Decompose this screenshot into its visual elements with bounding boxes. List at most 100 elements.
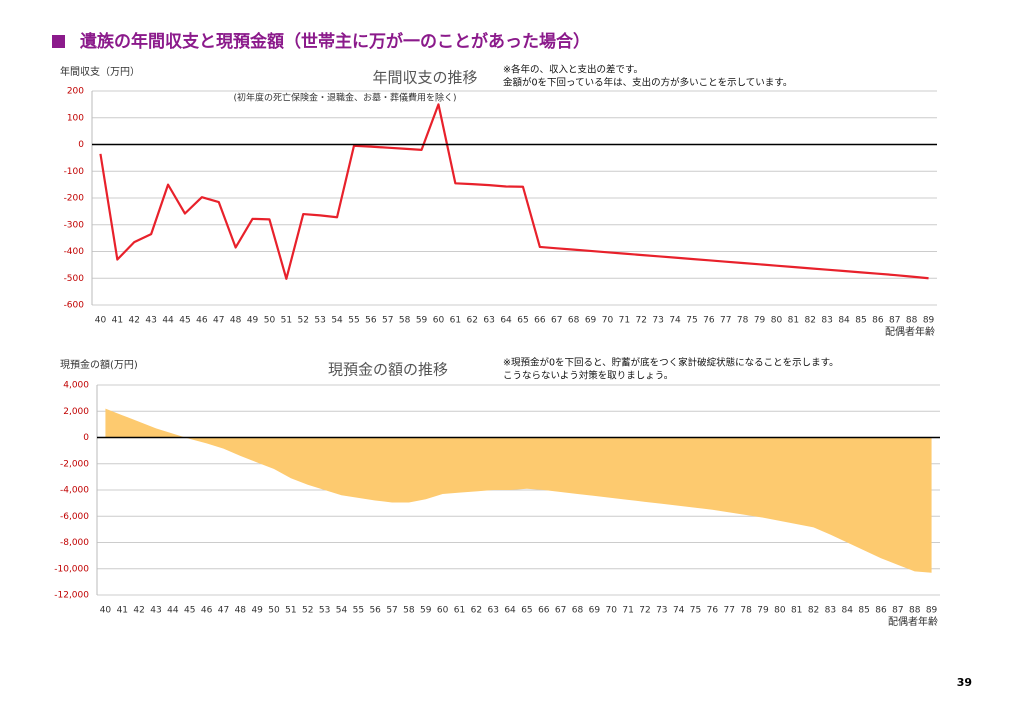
x-tick-label: 88 — [906, 316, 918, 326]
x-tick-label: 48 — [230, 316, 242, 326]
x-tick-label: 83 — [825, 606, 836, 616]
x-tick-label: 69 — [589, 606, 601, 616]
y-tick-label: -8,000 — [60, 538, 89, 548]
x-tick-label: 76 — [703, 316, 715, 326]
line — [99, 103, 929, 280]
x-tick-label: 73 — [652, 316, 663, 326]
x-tick-label: 71 — [619, 316, 630, 326]
x-tick-label: 53 — [319, 606, 330, 616]
x-tick-label: 69 — [585, 316, 597, 326]
x-tick-label: 67 — [551, 316, 562, 326]
area — [105, 408, 932, 573]
x-tick-label: 82 — [805, 316, 816, 326]
x-tick-label: 81 — [788, 316, 799, 326]
x-tick-label: 61 — [454, 606, 465, 616]
x-tick-label: 87 — [889, 316, 900, 326]
x-tick-label: 86 — [875, 606, 887, 616]
x-tick-label: 83 — [821, 316, 832, 326]
x-tick-label: 75 — [686, 316, 697, 326]
y-tick-label: -600 — [64, 301, 85, 311]
x-tick-label: 55 — [353, 606, 364, 616]
x-tick-label: 42 — [133, 606, 144, 616]
x-tick-label: 60 — [433, 316, 445, 326]
x-tick-label: 46 — [201, 606, 213, 616]
x-tick-label: 44 — [162, 316, 174, 326]
y-tick-label: -4,000 — [60, 486, 89, 496]
x-tick-label: 79 — [754, 316, 766, 326]
note: ※現預金が0を下回ると、貯蓄が底をつく家計破綻状態になることを示します。 — [503, 357, 839, 369]
title-marker — [52, 35, 65, 48]
x-tick-label: 49 — [251, 606, 263, 616]
x-tick-label: 64 — [500, 316, 512, 326]
x-tick-label: 88 — [909, 606, 921, 616]
chart-title: 年間収支の推移 — [372, 69, 477, 87]
x-tick-label: 53 — [314, 316, 325, 326]
x-tick-label: 66 — [534, 316, 546, 326]
x-tick-label: 54 — [331, 316, 343, 326]
x-tick-label: 85 — [855, 316, 866, 326]
page-title: 遺族の年間収支と現預金額（世帯主に万が一のことがあった場合） — [80, 31, 590, 52]
x-tick-label: 68 — [572, 606, 584, 616]
y-axis-label: 年間収支（万円） — [60, 65, 140, 78]
x-tick-label: 62 — [467, 316, 478, 326]
x-axis-label: 配偶者年齢 — [888, 615, 938, 628]
x-tick-label: 66 — [538, 606, 550, 616]
y-tick-label: -6,000 — [60, 512, 89, 522]
x-tick-label: 85 — [858, 606, 869, 616]
y-axis-label: 現預金の額(万円) — [60, 358, 138, 371]
x-tick-label: 48 — [235, 606, 247, 616]
y-tick-label: -2,000 — [60, 459, 89, 469]
x-tick-label: 70 — [602, 316, 614, 326]
x-tick-label: 71 — [622, 606, 633, 616]
y-tick-label: -300 — [64, 220, 85, 230]
x-tick-label: 57 — [382, 316, 393, 326]
x-tick-label: 46 — [196, 316, 208, 326]
x-tick-label: 79 — [757, 606, 769, 616]
x-tick-label: 65 — [521, 606, 532, 616]
y-tick-label: 200 — [67, 87, 84, 97]
y-tick-label: -12,000 — [54, 591, 89, 601]
x-tick-label: 75 — [690, 606, 701, 616]
x-tick-label: 52 — [302, 606, 313, 616]
x-tick-label: 54 — [336, 606, 348, 616]
x-tick-label: 77 — [720, 316, 731, 326]
x-tick-label: 77 — [724, 606, 735, 616]
y-tick-label: 0 — [78, 140, 84, 150]
y-tick-label: 2,000 — [63, 407, 89, 417]
chart-title: 現預金の額の推移 — [328, 361, 448, 379]
x-tick-label: 52 — [298, 316, 309, 326]
x-tick-label: 76 — [707, 606, 719, 616]
x-tick-label: 43 — [145, 316, 156, 326]
x-tick-label: 67 — [555, 606, 566, 616]
x-tick-label: 51 — [285, 606, 296, 616]
x-tick-label: 61 — [450, 316, 461, 326]
x-tick-label: 89 — [926, 606, 938, 616]
x-tick-label: 70 — [606, 606, 618, 616]
x-tick-label: 57 — [386, 606, 397, 616]
note: 金額が0を下回っている年は、支出の方が多いことを示しています。 — [503, 77, 792, 89]
y-tick-label: -500 — [64, 274, 85, 284]
x-tick-label: 86 — [872, 316, 884, 326]
x-tick-label: 41 — [117, 606, 128, 616]
x-tick-label: 65 — [517, 316, 528, 326]
x-tick-label: 81 — [791, 606, 802, 616]
x-tick-label: 60 — [437, 606, 449, 616]
y-tick-label: -400 — [64, 247, 85, 257]
x-tick-label: 56 — [369, 606, 381, 616]
x-tick-label: 45 — [184, 606, 195, 616]
x-tick-label: 59 — [416, 316, 428, 326]
note: こうならないよう対策を取りましょう。 — [503, 370, 673, 382]
x-tick-label: 51 — [281, 316, 292, 326]
x-tick-label: 41 — [112, 316, 123, 326]
x-tick-label: 89 — [923, 316, 935, 326]
x-tick-label: 43 — [150, 606, 161, 616]
x-tick-label: 44 — [167, 606, 179, 616]
x-tick-label: 84 — [842, 606, 854, 616]
x-tick-label: 63 — [487, 606, 498, 616]
x-tick-label: 56 — [365, 316, 377, 326]
y-tick-label: -200 — [64, 194, 85, 204]
x-axis-label: 配偶者年齢 — [885, 325, 935, 338]
x-tick-label: 80 — [774, 606, 786, 616]
x-tick-label: 78 — [737, 316, 749, 326]
